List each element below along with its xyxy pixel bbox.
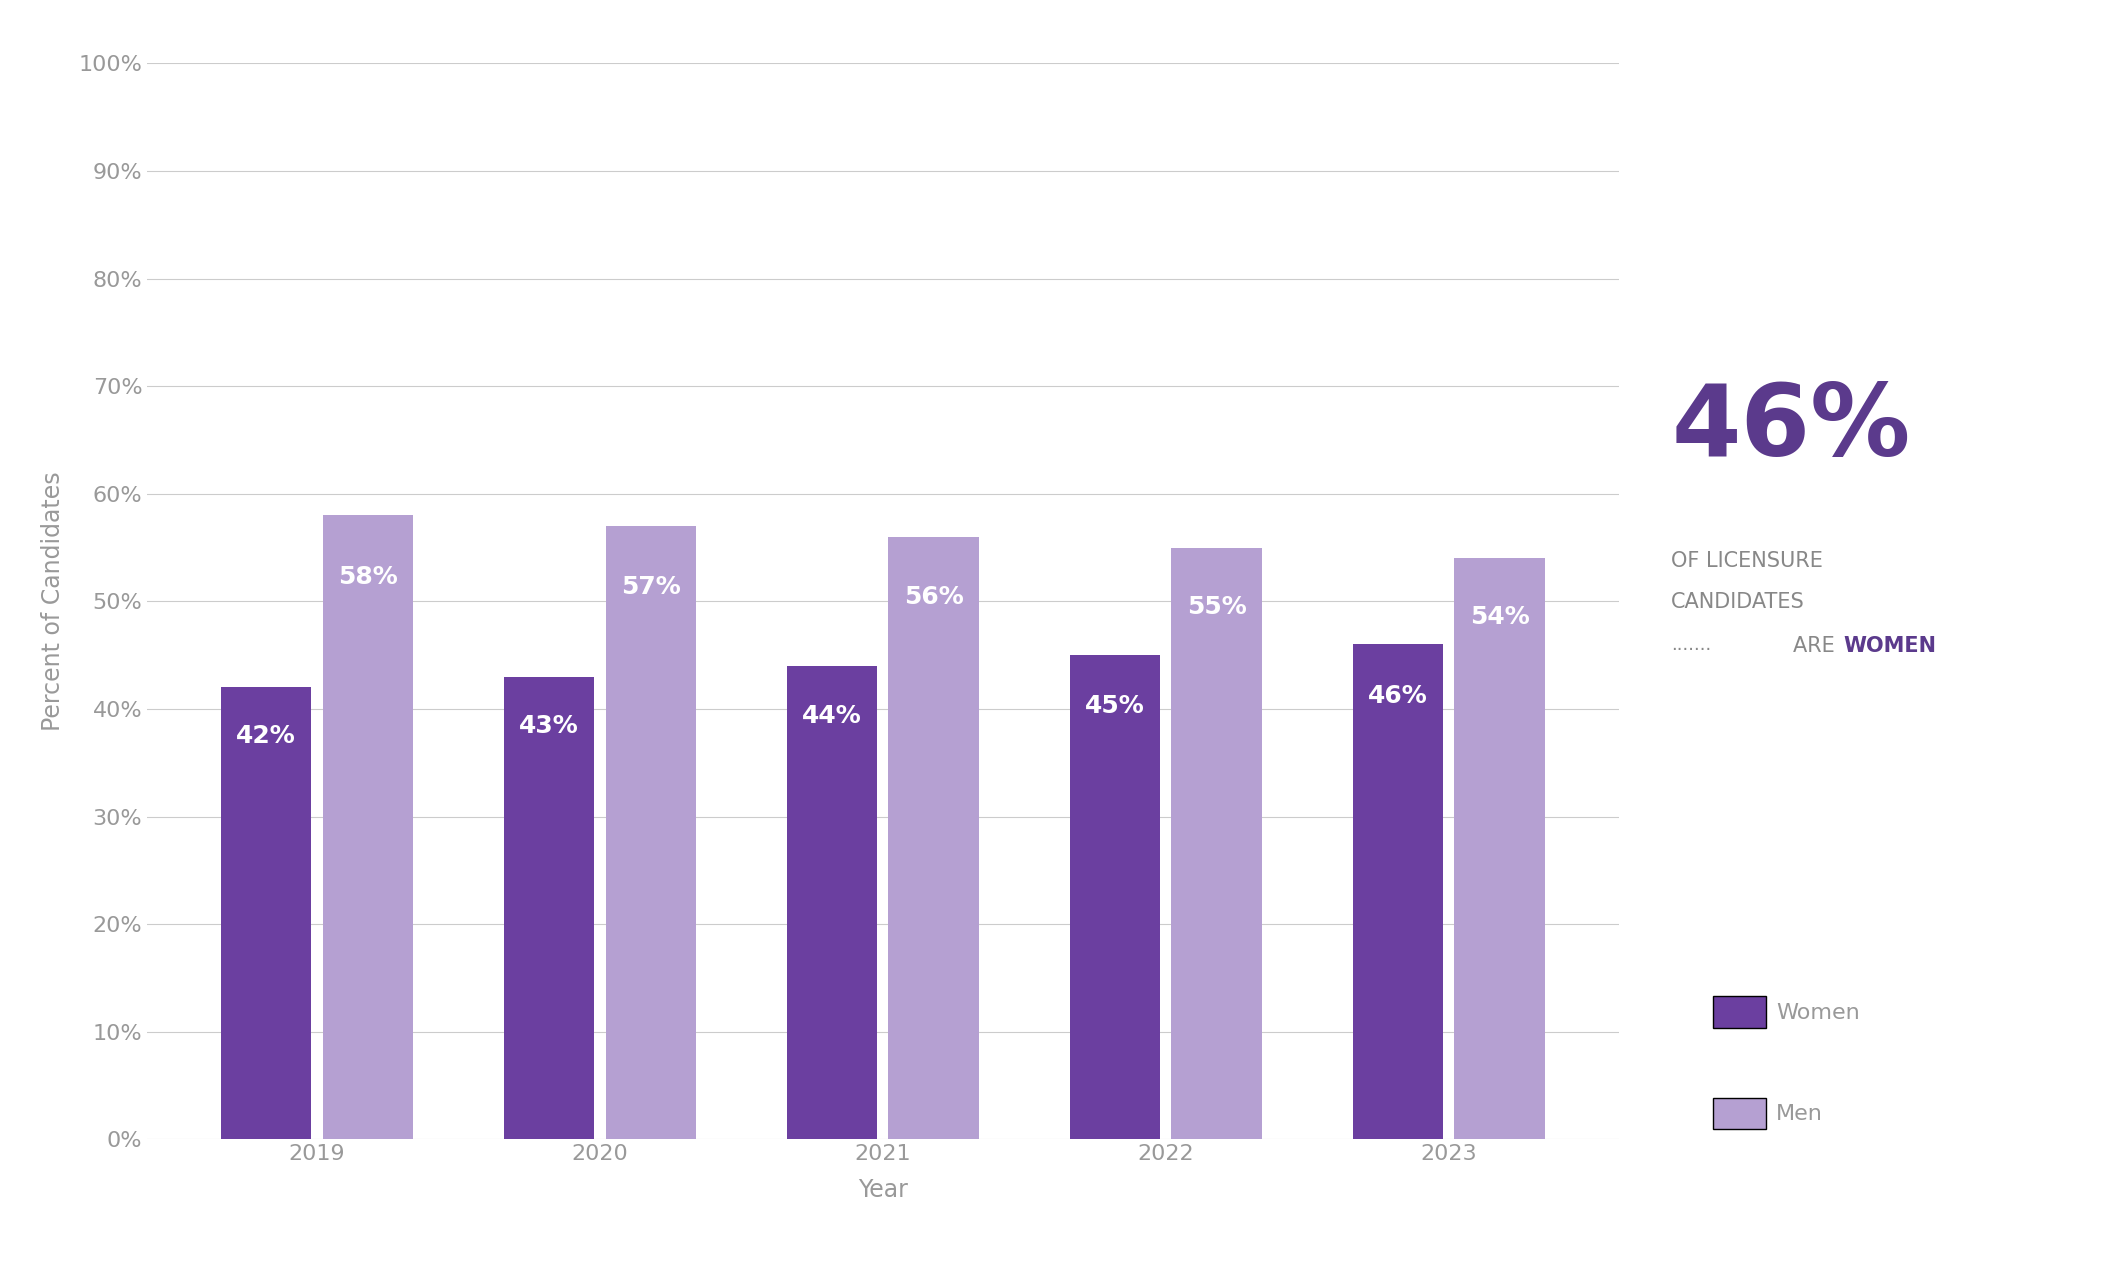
Text: 56%: 56%	[904, 585, 963, 609]
Text: 44%: 44%	[803, 704, 862, 728]
Text: 55%: 55%	[1188, 595, 1246, 619]
Bar	[1352, 644, 1444, 1139]
Bar	[504, 676, 595, 1139]
Bar	[1070, 656, 1160, 1139]
Text: 57%: 57%	[620, 575, 681, 599]
Bar	[605, 527, 696, 1139]
Text: Men: Men	[1776, 1104, 1822, 1124]
Text: ARE: ARE	[1793, 636, 1841, 656]
Bar	[889, 537, 980, 1139]
Text: OF LICENSURE: OF LICENSURE	[1671, 551, 1822, 571]
Y-axis label: Percent of Candidates: Percent of Candidates	[40, 471, 65, 732]
Bar	[1455, 558, 1545, 1139]
Text: .......: .......	[1671, 636, 1711, 653]
Bar	[221, 687, 311, 1139]
Text: 54%: 54%	[1469, 605, 1530, 629]
Text: 58%: 58%	[338, 565, 397, 589]
Text: 45%: 45%	[1085, 694, 1146, 718]
Bar	[1171, 547, 1261, 1139]
Text: 43%: 43%	[519, 714, 578, 738]
Bar	[786, 666, 877, 1139]
Text: 42%: 42%	[235, 724, 296, 748]
Text: Women: Women	[1776, 1003, 1860, 1023]
Text: WOMEN: WOMEN	[1843, 636, 1936, 656]
Bar	[322, 515, 414, 1139]
Text: 46%: 46%	[1368, 684, 1427, 708]
Text: CANDIDATES: CANDIDATES	[1671, 592, 1806, 613]
X-axis label: Year: Year	[858, 1179, 908, 1203]
Text: 46%: 46%	[1671, 380, 1911, 477]
